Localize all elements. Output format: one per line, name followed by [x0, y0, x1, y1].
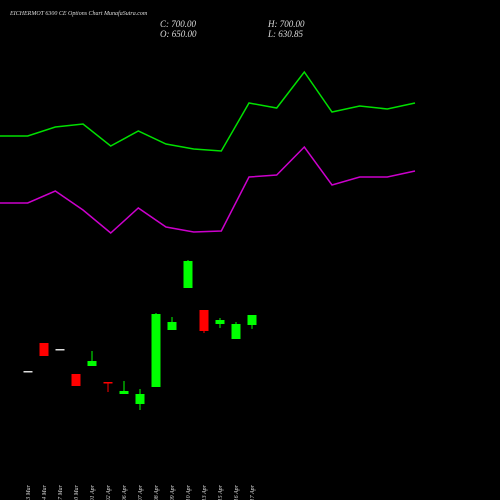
candle-body — [23, 371, 33, 373]
candle-body — [199, 310, 209, 331]
x-tick-label: 13 Apr — [202, 484, 208, 500]
x-tick-label: 01 Apr — [90, 484, 96, 500]
x-tick-label: 06 Apr — [122, 484, 128, 500]
candle-body — [39, 343, 49, 356]
x-tick-label: 24 Mar — [41, 484, 48, 500]
x-tick-label: 23 Mar — [26, 484, 32, 500]
x-tick-label: 09 Apr — [170, 484, 176, 500]
candle-body — [247, 315, 257, 325]
candle-body — [215, 320, 225, 324]
readout: L: 630.85 — [267, 29, 304, 39]
x-tick-label: 02 Apr — [106, 484, 112, 500]
readout: H: 700.00 — [267, 19, 305, 29]
candle-body — [87, 361, 97, 366]
chart-title: EICHERMOT 6300 CE Options Chart MunafaSu… — [9, 10, 148, 17]
x-tick-label: 08 Apr — [154, 484, 160, 500]
x-tick-label: 07 Apr — [138, 484, 144, 500]
indicator-line — [0, 70, 416, 152]
indicator-line — [0, 145, 416, 234]
x-tick-label: 16 Apr — [234, 484, 240, 500]
candle-body — [167, 322, 177, 330]
candle-body — [151, 314, 161, 387]
x-tick-label: 27 Mar — [58, 484, 64, 500]
candle-body — [71, 374, 81, 386]
readout: C: 700.00 — [160, 19, 197, 29]
candle-body — [183, 261, 193, 288]
x-tick-label: 17 Apr — [250, 484, 256, 500]
candle-body — [55, 349, 65, 351]
candle-body — [103, 382, 113, 384]
x-tick-label: 30 Mar — [74, 484, 80, 500]
x-tick-label: 15 Apr — [218, 484, 224, 500]
candle-body — [119, 391, 129, 394]
candle-body — [135, 394, 145, 404]
candle-body — [231, 324, 241, 339]
readout: O: 650.00 — [160, 29, 197, 39]
x-tick-label: 10 Apr — [186, 484, 192, 500]
